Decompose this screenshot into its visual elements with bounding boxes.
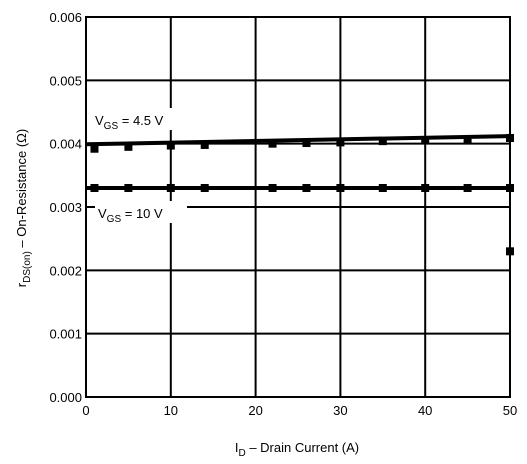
x-axis-label-sub: D bbox=[238, 448, 245, 459]
series-label-vgs-4-5-main: V bbox=[95, 113, 104, 128]
x-tick-label-3: 30 bbox=[333, 403, 347, 418]
x-axis-label: ID – Drain Current (A) bbox=[235, 440, 359, 459]
x-tick-label-2: 20 bbox=[248, 403, 262, 418]
x-tick-label-5: 50 bbox=[503, 403, 517, 418]
plot-frame bbox=[85, 16, 511, 398]
y-tick-label-2: 0.002 bbox=[49, 263, 82, 278]
series-1-point-2 bbox=[166, 184, 175, 192]
series-label-vgs-10-main: V bbox=[98, 206, 107, 221]
series-0-point-7 bbox=[378, 137, 387, 146]
series-0-point-1 bbox=[124, 142, 133, 151]
x-axis-label-main: I bbox=[235, 440, 239, 455]
series-1-point-8 bbox=[421, 184, 430, 192]
x-tick-label-1: 10 bbox=[164, 403, 178, 418]
y-tick-labels: 0.000 0.001 0.002 0.003 0.004 0.005 0.006 bbox=[49, 10, 82, 405]
y-tick-label-3: 0.003 bbox=[49, 200, 82, 215]
series-1-point-7 bbox=[378, 184, 387, 192]
y-axis-label-sub: DS(on) bbox=[22, 251, 33, 283]
y-tick-label-6: 0.006 bbox=[49, 10, 82, 25]
y-tick-label-5: 0.005 bbox=[49, 73, 82, 88]
series-1-point-9 bbox=[463, 184, 472, 192]
y-axis-label-rest: – On-Resistance (Ω) bbox=[14, 129, 29, 251]
series-1-point-6 bbox=[336, 184, 345, 192]
series-0-point-5 bbox=[302, 139, 311, 148]
series-label-vgs-10-rest: = 10 V bbox=[121, 206, 163, 221]
series-0-point-3 bbox=[200, 140, 209, 149]
series-1-point-3 bbox=[200, 184, 209, 192]
series-1-point-5 bbox=[302, 184, 311, 192]
series-label-vgs-10: VGS = 10 V bbox=[98, 206, 163, 225]
series-0-point-2 bbox=[166, 141, 175, 150]
series-label-vgs-4-5-rest: = 4.5 V bbox=[118, 113, 163, 128]
series-label-vgs-4-5: VGS = 4.5 V bbox=[95, 113, 164, 132]
y-tick-label-4: 0.004 bbox=[49, 137, 82, 152]
series-1-point-4 bbox=[268, 184, 277, 192]
series-points bbox=[90, 133, 514, 256]
y-axis-label-main: r bbox=[14, 282, 29, 287]
series-1-point-0 bbox=[90, 184, 99, 192]
y-axis-label: rDS(on) – On-Resistance (Ω) bbox=[14, 129, 33, 287]
grid bbox=[86, 17, 510, 397]
series-0-point-0 bbox=[90, 144, 99, 153]
series-label-vgs-10-sub: GS bbox=[107, 214, 122, 225]
series-0-point-9 bbox=[463, 135, 472, 144]
series-0-point-8 bbox=[421, 136, 430, 145]
x-tick-label-4: 40 bbox=[418, 403, 432, 418]
series-label-bg-1 bbox=[95, 201, 187, 223]
series-label-vgs-4-5-sub: GS bbox=[104, 121, 119, 132]
x-axis-label-rest: – Drain Current (A) bbox=[246, 440, 359, 455]
series-lines bbox=[85, 134, 511, 190]
series-label-bg-0 bbox=[92, 108, 192, 130]
series-0-point-6 bbox=[336, 138, 345, 147]
series-1-point-1 bbox=[124, 184, 133, 192]
x-tick-label-0: 0 bbox=[82, 403, 89, 418]
x-tick-labels: 0 10 20 30 40 50 bbox=[82, 403, 517, 418]
series-0-point-4 bbox=[268, 139, 277, 148]
y-tick-label-0: 0.000 bbox=[49, 390, 82, 405]
y-tick-label-1: 0.001 bbox=[49, 327, 82, 342]
series-line-0 bbox=[85, 134, 511, 147]
